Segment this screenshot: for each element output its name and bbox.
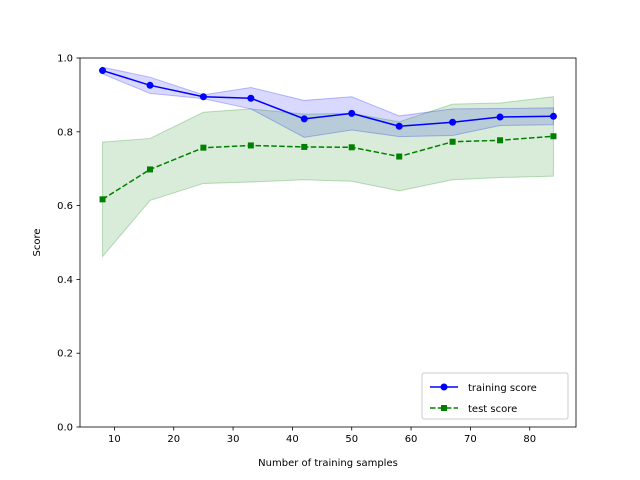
y-tick-label: 0.2 xyxy=(57,349,73,360)
test-score-point xyxy=(301,143,308,150)
test-score-point xyxy=(147,166,154,173)
test-score-point xyxy=(99,196,106,203)
x-tick-label: 50 xyxy=(345,434,358,445)
test-score-point xyxy=(200,144,207,151)
training-score-point xyxy=(449,118,457,126)
test-score-line xyxy=(102,135,554,200)
training-score-point xyxy=(348,109,356,117)
test-score-point xyxy=(449,138,456,145)
y-tick-label: 0.6 xyxy=(57,201,73,212)
training-score-point xyxy=(146,81,154,89)
confidence-bands xyxy=(102,66,554,258)
training-score-point xyxy=(496,113,504,121)
x-tick-label: 80 xyxy=(523,434,536,445)
y-tick-label: 0.0 xyxy=(57,423,73,434)
legend-box xyxy=(421,372,569,420)
x-axis-label: Number of training samples xyxy=(258,458,398,469)
x-tick-label: 70 xyxy=(464,434,477,445)
training-score-point xyxy=(300,115,308,123)
legend-training-score-marker xyxy=(440,383,448,391)
test-score-point xyxy=(247,142,254,149)
y-tick-label: 1.0 xyxy=(57,54,73,65)
test-score-point xyxy=(550,133,557,140)
x-tick-label: 30 xyxy=(227,434,240,445)
series-markers xyxy=(99,67,557,203)
x-tick-label: 60 xyxy=(405,434,418,445)
training-score-point xyxy=(99,67,107,75)
test-score-point xyxy=(396,153,403,160)
test-score-point xyxy=(497,137,504,144)
legend: training score test score xyxy=(421,372,569,420)
training-score-point xyxy=(199,93,207,101)
x-tick-label: 10 xyxy=(108,434,121,445)
legend-test-score-marker xyxy=(441,405,447,411)
training-score-point xyxy=(395,122,403,130)
training-score-point xyxy=(247,94,255,102)
x-tick-label: 20 xyxy=(167,434,180,445)
test-score-point xyxy=(348,144,355,151)
training-score-band xyxy=(102,66,554,138)
training-score-line xyxy=(102,69,554,128)
legend-test-score-label: test score xyxy=(468,404,517,415)
training-score-point xyxy=(549,112,557,120)
y-axis-label: Score xyxy=(32,228,43,256)
y-tick-label: 0.8 xyxy=(57,127,73,138)
x-axis-ticks: 10 20 30 40 50 60 70 80 xyxy=(108,427,536,445)
y-axis-ticks: 0.0 0.2 0.4 0.6 0.8 1.0 xyxy=(57,54,80,434)
plot-frame xyxy=(79,57,577,428)
legend-training-score-label: training score xyxy=(468,383,537,394)
test-score-band xyxy=(102,96,554,258)
series-lines xyxy=(102,69,554,200)
y-tick-label: 0.4 xyxy=(57,275,73,286)
x-tick-label: 40 xyxy=(286,434,299,445)
